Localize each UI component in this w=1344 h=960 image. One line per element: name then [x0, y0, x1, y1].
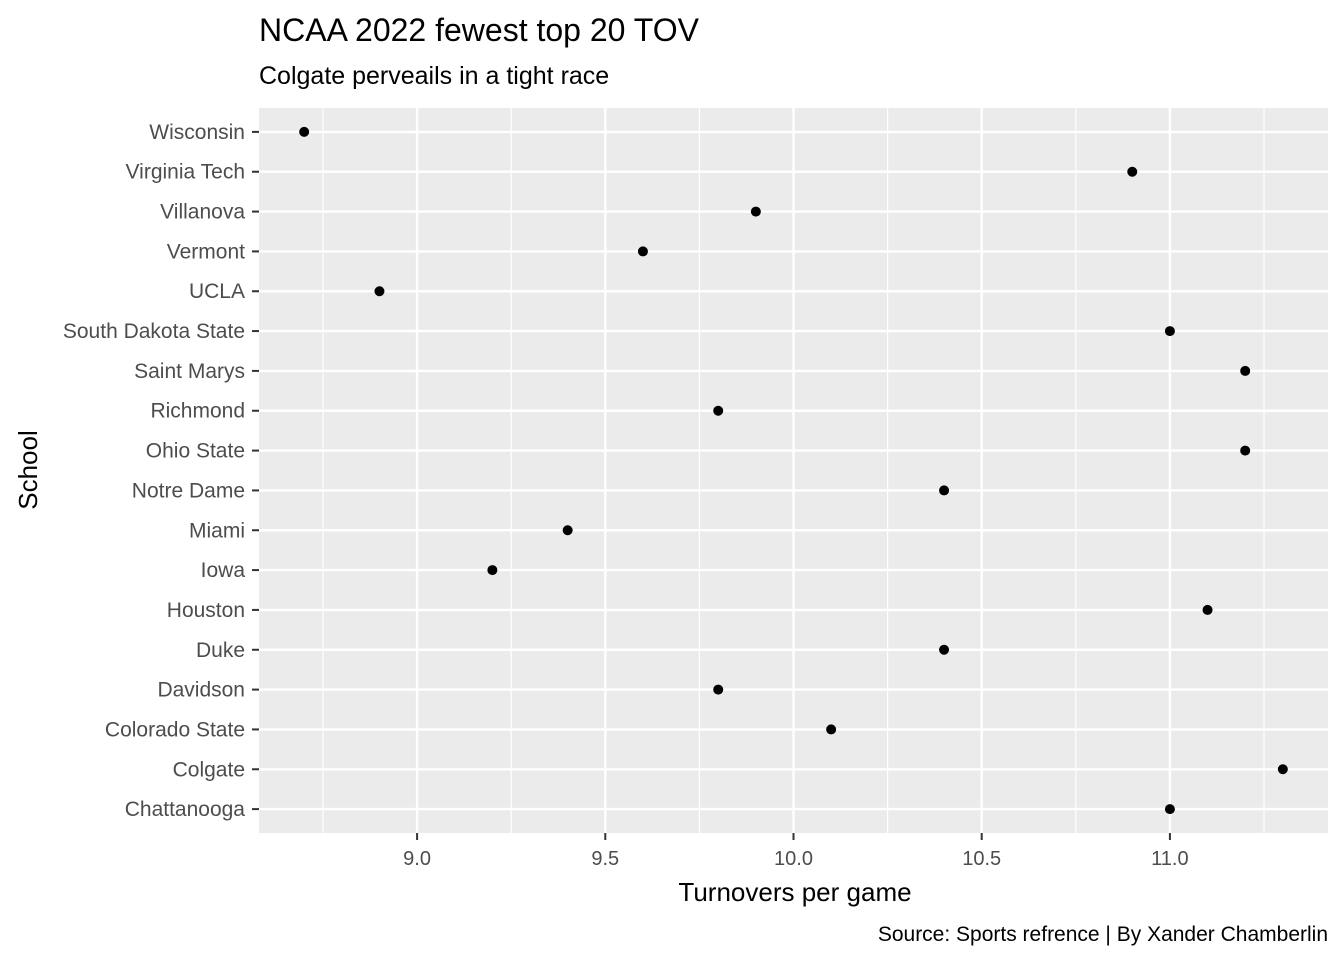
y-axis: Chattanooga Colgate Colorado State Davidson…	[63, 121, 259, 821]
data-point	[939, 485, 950, 496]
y-tick-label: Wisconsin	[149, 121, 245, 144]
y-tick-label: Vermont	[167, 240, 245, 263]
chart-subtitle: Colgate perveails in a tight race	[259, 62, 609, 90]
y-tick-label: South Dakota State	[63, 320, 245, 343]
y-tick-label: Villanova	[160, 201, 245, 224]
data-point	[637, 246, 648, 257]
y-tick-label: Duke	[196, 639, 245, 662]
data-point	[750, 206, 761, 217]
x-tick-label: 11.0	[1151, 848, 1188, 870]
y-tick-label: Virginia Tech	[126, 161, 245, 184]
data-point	[826, 724, 837, 735]
y-tick-label: Richmond	[150, 400, 245, 423]
data-point	[713, 684, 724, 695]
data-point	[487, 565, 498, 576]
data-point	[1240, 365, 1251, 376]
x-tick-label: 10.5	[962, 848, 1001, 870]
x-tick-label: 10.0	[774, 848, 813, 870]
y-tick-label: Chattanooga	[125, 798, 246, 821]
x-tick-label: 9.5	[591, 848, 619, 870]
x-axis-title: Turnovers per game	[678, 877, 911, 907]
data-points	[299, 126, 1288, 815]
y-tick-label: Iowa	[201, 559, 246, 582]
y-tick-label: Houston	[167, 599, 245, 622]
y-tick-label: Davidson	[157, 679, 245, 702]
data-point	[1202, 604, 1213, 615]
y-tick-label: Colorado State	[105, 718, 245, 741]
y-tick-label: Miami	[189, 519, 245, 542]
y-tick-label: Ohio State	[146, 440, 245, 463]
chart-title: NCAA 2022 fewest top 20 TOV	[259, 12, 700, 48]
major-gridlines	[259, 108, 1328, 833]
y-tick-label: Colgate	[173, 758, 245, 781]
x-tick-label: 9.0	[403, 848, 431, 870]
x-axis: 9.0 9.5 10.0 10.5 11.0	[403, 833, 1189, 870]
y-tick-label: Notre Dame	[132, 479, 245, 502]
data-point	[1164, 804, 1175, 815]
data-point	[1127, 166, 1138, 177]
chart-caption: Source: Sports refrence | By Xander Cham…	[878, 923, 1328, 946]
data-point	[1277, 764, 1288, 775]
y-tick-label: Saint Marys	[134, 360, 245, 383]
data-point	[713, 405, 724, 416]
data-point	[1164, 326, 1175, 337]
data-point	[374, 286, 385, 297]
y-tick-label: UCLA	[189, 280, 245, 303]
y-axis-title: School	[13, 430, 43, 510]
data-point	[299, 126, 310, 137]
data-point	[939, 644, 950, 655]
minor-gridlines	[322, 108, 1265, 833]
data-point	[562, 525, 573, 536]
data-point	[1240, 445, 1251, 456]
